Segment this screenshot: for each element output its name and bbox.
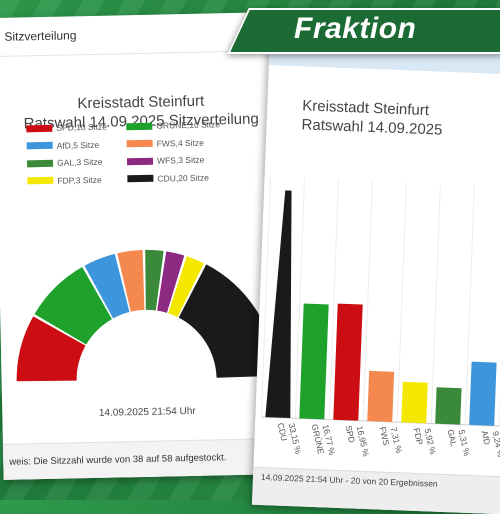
legend-item[interactable]: WFS,3 Sitze	[126, 154, 205, 167]
bar-fws[interactable]	[367, 370, 395, 422]
grid-line	[396, 182, 407, 423]
seat-distribution-card: Sitzverteilung Kreisstadt Steinfurt Rats…	[0, 11, 294, 480]
bar-grüne[interactable]	[299, 303, 329, 420]
legend-swatch	[126, 157, 154, 165]
legend-label: FDP,3 Sitze	[57, 174, 102, 186]
legend-item[interactable]: FWS,4 Sitze	[126, 137, 204, 149]
bar-category-label: FDP	[412, 427, 426, 446]
banner-label: Fraktion	[294, 12, 417, 45]
legend-swatch	[27, 176, 54, 185]
bar-category-label: AfD	[479, 430, 492, 446]
legend-item[interactable]: FDP,3 Sitze	[27, 174, 102, 186]
bar-chart-footer: 14.09.2025 21:54 Uhr - 20 von 20 Ergebni…	[251, 466, 500, 514]
legend-item[interactable]: SPD,10 Sitze	[26, 122, 107, 134]
bar-category-label: CDU	[276, 422, 290, 442]
bar-spd[interactable]	[333, 303, 363, 421]
vote-share-card: Kreisstadt Steinfurt Ratswahl 14.09.2025…	[251, 35, 500, 514]
legend-swatch	[126, 122, 153, 130]
bar-category-label: SPD	[344, 424, 358, 443]
seat-segment-gal[interactable]	[145, 249, 165, 311]
card-header-label: Sitzverteilung	[4, 28, 77, 44]
legend-item[interactable]: GAL,3 Sitze	[26, 156, 103, 169]
legend-item[interactable]: GRÜNE,10 Sitze	[126, 119, 220, 131]
bar-gal[interactable]	[435, 387, 462, 425]
grid-line	[430, 183, 441, 424]
grid-line	[362, 181, 373, 421]
legend-swatch	[26, 159, 54, 167]
legend-label: GAL,3 Sitze	[56, 156, 103, 168]
chart-timestamp: 14.09.2025 21:54 Uhr	[98, 405, 196, 419]
legend-swatch	[26, 124, 53, 132]
legend-label: GRÜNE,10 Sitze	[156, 119, 221, 131]
legend-swatch	[26, 141, 53, 150]
seat-segment-spd[interactable]	[15, 315, 86, 382]
bar-value-label: 9,24 %	[490, 430, 500, 458]
legend-swatch	[126, 139, 153, 148]
legend-item[interactable]: CDU,20 Sitze	[127, 172, 209, 184]
seat-segment-afd[interactable]	[84, 253, 130, 319]
seat-note: weis: Die Sitzzahl wurde von 38 auf 58 a…	[2, 437, 294, 480]
legend-label: AfD,5 Sitze	[56, 139, 100, 151]
legend-label: FWS,4 Sitze	[156, 137, 204, 149]
legend-label: SPD,10 Sitze	[56, 121, 107, 133]
bar-cdu[interactable]	[265, 190, 299, 419]
legend-label: CDU,20 Sitze	[157, 172, 209, 184]
legend-item[interactable]: AfD,5 Sitze	[26, 139, 100, 151]
seat-segment-fdp[interactable]	[167, 256, 205, 318]
seat-note-text: weis: Die Sitzzahl wurde von 38 auf 58 a…	[9, 452, 227, 468]
bar-chart-footer-text: 14.09.2025 21:54 Uhr - 20 von 20 Ergebni…	[260, 471, 438, 489]
grid-line	[260, 177, 272, 417]
bar-afd[interactable]	[469, 361, 497, 426]
bar-category-label: GAL	[446, 428, 460, 447]
legend-swatch	[127, 174, 154, 183]
seat-segment-grüne[interactable]	[34, 266, 113, 345]
grid-line	[294, 178, 306, 419]
legend-label: WFS,3 Sitze	[156, 154, 205, 166]
bar-fdp[interactable]	[401, 381, 428, 424]
grid-line	[328, 179, 339, 420]
bar-chart-title: Kreisstadt Steinfurt Ratswahl 14.09.2025	[301, 96, 443, 139]
seat-segment-fws[interactable]	[117, 249, 145, 312]
bar-category-label: FWS	[378, 426, 392, 447]
bar-chart-title-line2: Ratswahl 14.09.2025	[301, 116, 443, 139]
grid-line	[464, 184, 475, 425]
seat-segment-cdu[interactable]	[178, 263, 277, 379]
seat-segment-wfs[interactable]	[156, 251, 186, 313]
seat-semicircle-chart	[15, 249, 277, 382]
